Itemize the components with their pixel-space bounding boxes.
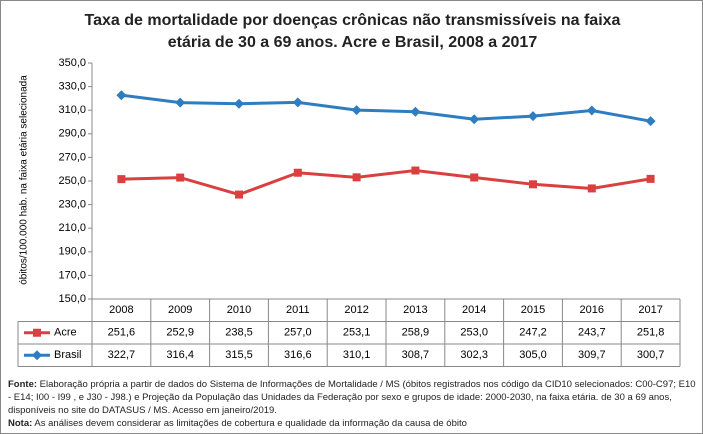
x-tick-label: 2014 [462,304,486,316]
marker [32,350,42,361]
marker [235,190,243,199]
table-value: 251,6 [108,327,136,339]
source-label: Fonte: [8,379,38,390]
y-tick-label: 290,0 [58,128,86,140]
table-value: 300,7 [637,349,665,361]
table-value: 302,3 [460,349,488,361]
x-tick-label: 2013 [403,304,427,316]
table-value: 316,6 [284,349,312,361]
table-value: 238,5 [225,327,253,339]
table-value: 322,7 [108,349,136,361]
marker [411,166,420,175]
source-text: Elaboração própria a partir de dados do … [8,379,696,416]
marker [117,175,126,184]
y-axis-title: óbitos/100.000 hab. na faixa etária sele… [19,75,30,285]
y-tick-label: 190,0 [58,246,86,258]
table-value: 308,7 [402,349,430,361]
series-line [121,93,651,123]
table-value: 305,0 [519,349,547,361]
marker [587,184,596,193]
x-tick-label: 2012 [344,304,368,316]
table-value: 316,4 [166,349,194,361]
marker [176,173,185,182]
note: Nota: As análises devem considerar as li… [8,417,698,430]
y-tick-label: 310,0 [58,104,86,116]
marker [645,116,656,127]
marker [470,173,479,182]
marker [586,105,597,116]
marker [410,106,421,117]
marker [116,90,127,101]
table-value: 258,9 [402,327,430,339]
marker [529,180,537,189]
source: Fonte: Elaboração própria a partir de da… [8,378,698,417]
note-text: As análises devem considerar as limitaçõ… [34,418,467,429]
table-value: 253,0 [460,327,488,339]
x-tick-label: 2008 [109,304,133,316]
marker [33,328,41,337]
table-value: 251,8 [637,327,665,339]
marker [293,168,302,177]
marker [469,114,480,125]
table-value: 243,7 [578,327,606,339]
table-value: 253,1 [343,327,371,339]
table-value: 309,7 [578,349,606,361]
y-tick-label: 170,0 [58,269,86,281]
legend-label: Acre [54,327,77,339]
table-value: 252,9 [166,327,194,339]
y-tick-label: 330,0 [58,81,86,93]
x-tick-label: 2016 [580,304,604,316]
y-tick-label: 210,0 [58,222,86,234]
y-tick-label: 230,0 [58,199,86,211]
x-tick-label: 2010 [227,304,251,316]
marker [352,173,361,182]
marker [646,174,655,183]
note-label: Nota: [8,418,33,429]
marker [528,111,538,122]
footnote: Fonte: Elaboração própria a partir de da… [8,378,698,430]
chart-title: Taxa de mortalidade por doenças crônicas… [84,12,621,51]
table-value: 310,1 [343,349,371,361]
marker [351,105,362,116]
x-tick-label: 2009 [168,304,192,316]
y-tick-label: 250,0 [58,175,86,187]
table-value: 315,5 [225,349,253,361]
marker [175,97,186,108]
y-tick-label: 150,0 [58,293,86,305]
x-tick-label: 2011 [286,304,310,316]
marker [234,98,244,109]
y-tick-label: 350,0 [58,57,86,69]
legend-label: Brasil [54,349,82,361]
x-tick-label: 2017 [638,304,662,316]
table-value: 257,0 [284,327,312,339]
series-line [121,168,651,197]
y-tick-label: 270,0 [58,151,86,163]
x-tick-label: 2015 [521,304,545,316]
marker [292,97,303,108]
table-value: 247,2 [519,327,547,339]
